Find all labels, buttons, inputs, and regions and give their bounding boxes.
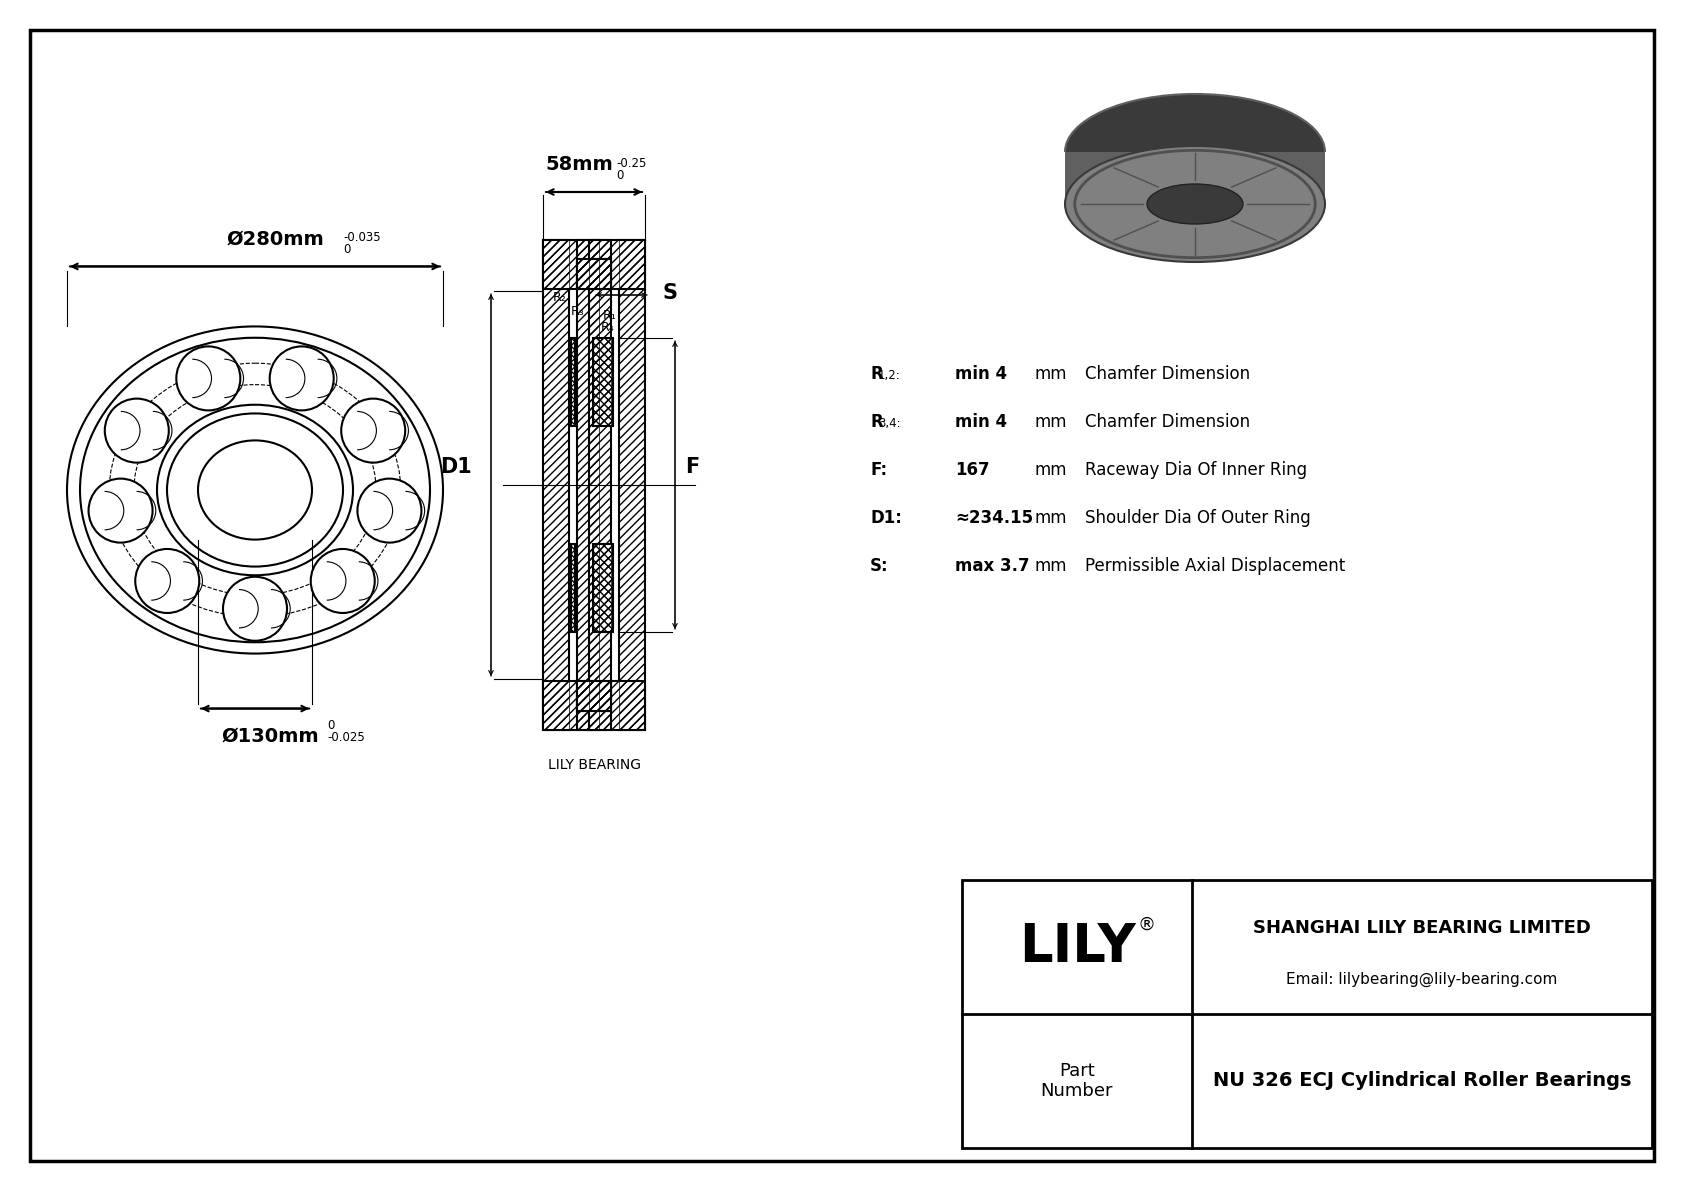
- Bar: [578, 258, 611, 289]
- Text: S: S: [663, 283, 679, 303]
- Bar: [593, 544, 613, 632]
- Text: Chamfer Dimension: Chamfer Dimension: [1084, 413, 1250, 431]
- Text: mm: mm: [1036, 413, 1068, 431]
- Circle shape: [104, 399, 168, 462]
- Text: R₄: R₄: [601, 322, 615, 333]
- Bar: [589, 241, 611, 730]
- Bar: [571, 338, 574, 426]
- Bar: [578, 241, 600, 730]
- Text: F: F: [685, 457, 699, 478]
- Bar: [542, 241, 569, 730]
- Bar: [578, 681, 611, 711]
- Bar: [542, 241, 645, 289]
- Text: NU 326 ECJ Cylindrical Roller Bearings: NU 326 ECJ Cylindrical Roller Bearings: [1212, 1072, 1632, 1091]
- Polygon shape: [1064, 152, 1325, 204]
- Circle shape: [135, 549, 199, 613]
- Bar: [578, 258, 611, 289]
- Text: SHANGHAI LILY BEARING LIMITED: SHANGHAI LILY BEARING LIMITED: [1253, 919, 1591, 937]
- Circle shape: [269, 347, 333, 411]
- Bar: [578, 258, 611, 289]
- Text: min 4: min 4: [955, 364, 1007, 384]
- Text: Ø280mm: Ø280mm: [226, 230, 323, 249]
- Ellipse shape: [1147, 183, 1243, 224]
- Circle shape: [89, 479, 153, 543]
- Text: min 4: min 4: [955, 413, 1007, 431]
- Text: R: R: [871, 413, 882, 431]
- Bar: [593, 338, 613, 426]
- Text: -0.025: -0.025: [327, 730, 365, 743]
- Text: ®: ®: [1137, 916, 1155, 934]
- Circle shape: [357, 479, 421, 543]
- Text: -0.035: -0.035: [344, 231, 381, 244]
- Text: mm: mm: [1036, 364, 1068, 384]
- Text: R₂: R₂: [554, 291, 568, 304]
- Text: 0: 0: [616, 169, 623, 182]
- Text: Chamfer Dimension: Chamfer Dimension: [1084, 364, 1250, 384]
- Text: max 3.7: max 3.7: [955, 557, 1029, 575]
- Bar: [578, 258, 611, 289]
- Text: 167: 167: [955, 461, 990, 479]
- Text: LILY: LILY: [1019, 921, 1135, 973]
- Text: S:: S:: [871, 557, 889, 575]
- Bar: [571, 544, 574, 632]
- Text: 1,2:: 1,2:: [877, 369, 901, 382]
- Bar: [578, 681, 611, 711]
- Text: 0: 0: [327, 718, 335, 731]
- Text: Part
Number: Part Number: [1041, 1061, 1113, 1100]
- Bar: [542, 681, 645, 730]
- Bar: [542, 681, 645, 730]
- Bar: [593, 338, 613, 426]
- Text: LILY BEARING: LILY BEARING: [547, 757, 640, 772]
- Ellipse shape: [1064, 94, 1325, 210]
- Bar: [589, 241, 611, 730]
- Bar: [578, 681, 611, 711]
- Bar: [962, 880, 1652, 1148]
- Text: Ø130mm: Ø130mm: [221, 727, 318, 746]
- Text: ≈234.15: ≈234.15: [955, 509, 1032, 526]
- Circle shape: [222, 576, 286, 641]
- Text: R₁: R₁: [603, 308, 616, 322]
- Text: D1: D1: [440, 457, 472, 478]
- Text: Shoulder Dia Of Outer Ring: Shoulder Dia Of Outer Ring: [1084, 509, 1310, 526]
- Text: 0: 0: [344, 243, 350, 256]
- Text: mm: mm: [1036, 509, 1068, 526]
- Text: R: R: [871, 364, 882, 384]
- Text: Permissible Axial Displacement: Permissible Axial Displacement: [1084, 557, 1346, 575]
- Text: 3,4:: 3,4:: [877, 417, 901, 430]
- Text: mm: mm: [1036, 557, 1068, 575]
- Bar: [593, 544, 613, 632]
- Ellipse shape: [1064, 146, 1325, 262]
- Circle shape: [342, 399, 406, 462]
- Text: D1:: D1:: [871, 509, 903, 526]
- Text: mm: mm: [1036, 461, 1068, 479]
- Bar: [620, 241, 645, 730]
- Circle shape: [177, 347, 241, 411]
- Text: Raceway Dia Of Inner Ring: Raceway Dia Of Inner Ring: [1084, 461, 1307, 479]
- Text: Email: lilybearing@lily-bearing.com: Email: lilybearing@lily-bearing.com: [1287, 972, 1558, 987]
- Circle shape: [312, 549, 376, 613]
- Bar: [578, 241, 600, 730]
- Bar: [620, 241, 645, 730]
- Bar: [578, 681, 611, 711]
- Bar: [571, 544, 574, 632]
- Text: 58mm: 58mm: [546, 155, 613, 174]
- Bar: [542, 241, 645, 289]
- Text: R₃: R₃: [571, 305, 584, 318]
- Bar: [542, 241, 569, 730]
- Bar: [571, 338, 574, 426]
- Text: -0.25: -0.25: [616, 157, 647, 170]
- Text: F:: F:: [871, 461, 887, 479]
